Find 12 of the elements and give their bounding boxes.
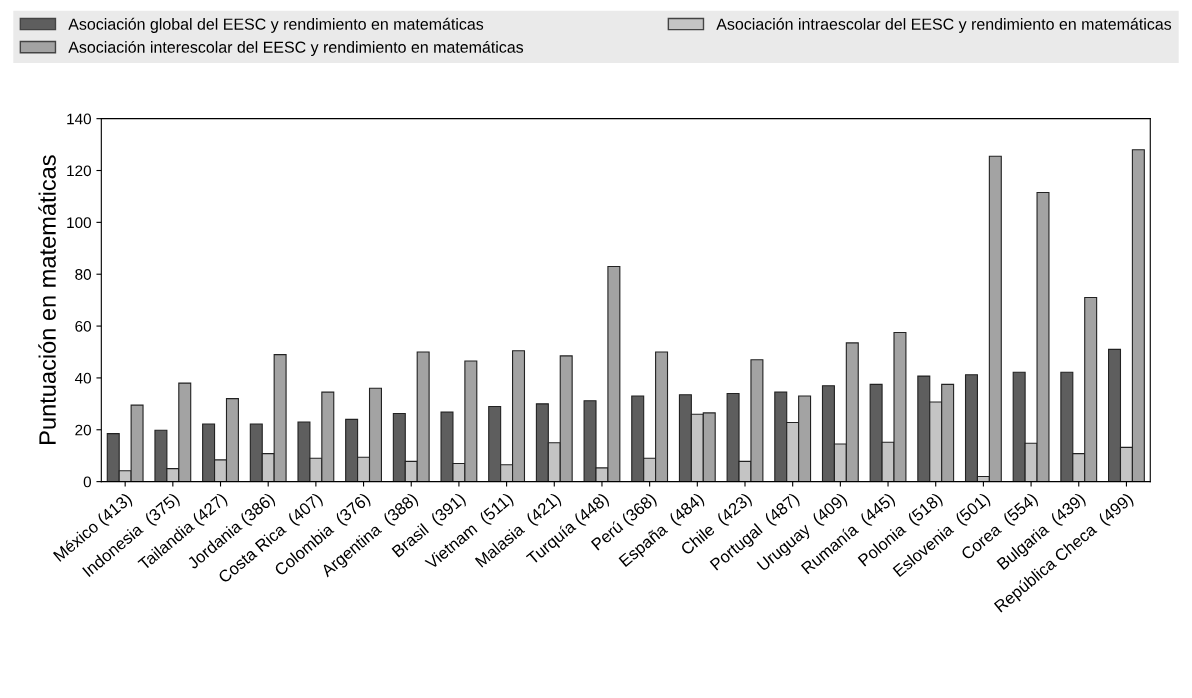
y-tick-label: 140: [67, 113, 91, 125]
y-tick-label: 120: [67, 165, 91, 177]
y-tick-label: 20: [75, 424, 91, 436]
legend-label: Asociación interescolar del EESC y rendimiento en matemáticas: [68, 40, 524, 56]
y-tick-label: 40: [74, 372, 91, 384]
y-tick-label: 0: [83, 476, 91, 488]
legend-label: Asociación intraescolar del EESC y rendimiento en matemáticas: [716, 17, 1172, 33]
y-tick-label: 100: [67, 217, 91, 229]
y-tick-label: 60: [75, 320, 91, 332]
legend-label: Asociación global del EESC y rendimiento en matemáticas: [68, 17, 484, 33]
y-tick-label: 80: [75, 269, 91, 280]
y-axis-title: Puntuación en matemáticas: [38, 155, 56, 444]
